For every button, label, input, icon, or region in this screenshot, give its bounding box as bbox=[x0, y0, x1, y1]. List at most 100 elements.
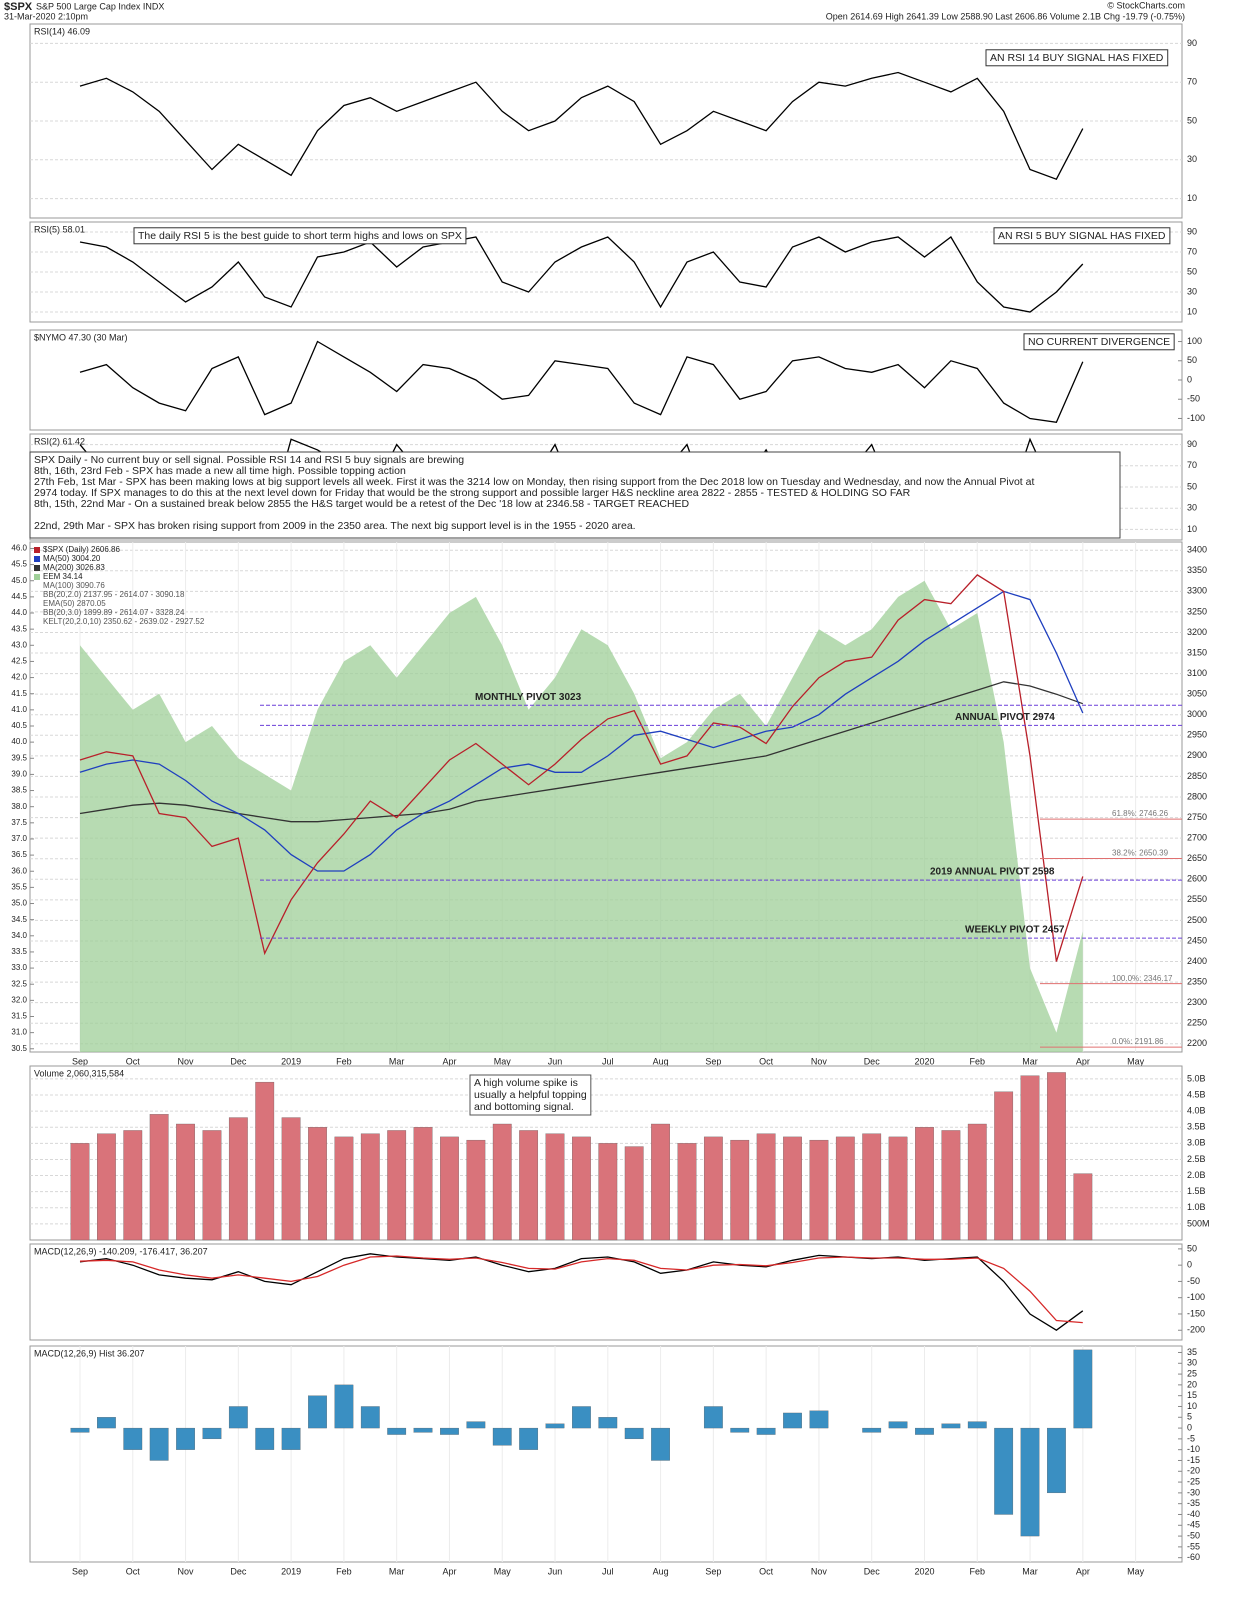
x-tick-label: Oct bbox=[759, 1056, 774, 1066]
y-tick-label: 2950 bbox=[1187, 730, 1207, 740]
legend-swatch bbox=[34, 565, 40, 571]
bar bbox=[756, 1133, 776, 1241]
y2-tick-label: 43.5 bbox=[11, 624, 27, 633]
x-tick-label: Sep bbox=[72, 1056, 88, 1066]
y-tick-label: 2800 bbox=[1187, 791, 1207, 801]
bar bbox=[730, 1427, 750, 1433]
bar bbox=[545, 1423, 565, 1429]
y-tick-label: 0 bbox=[1187, 374, 1192, 384]
annotation: and bottoming signal. bbox=[474, 1101, 574, 1113]
y2-tick-label: 35.5 bbox=[11, 882, 27, 891]
y-tick-label: 2600 bbox=[1187, 874, 1207, 884]
y-tick-label: -50 bbox=[1187, 394, 1200, 404]
bar bbox=[888, 1136, 908, 1241]
y-tick-label: 3250 bbox=[1187, 606, 1207, 616]
y-tick-label: -10 bbox=[1187, 1444, 1200, 1454]
bar bbox=[862, 1133, 882, 1241]
x-tick-label: 2019 bbox=[281, 1056, 301, 1066]
annotation-box bbox=[985, 49, 1169, 67]
y-tick-label: 50 bbox=[1187, 355, 1197, 365]
bar bbox=[941, 1423, 961, 1429]
y2-tick-label: 38.0 bbox=[11, 802, 27, 811]
y-tick-label: 2500 bbox=[1187, 915, 1207, 925]
y-tick-label: 1.0B bbox=[1187, 1202, 1206, 1212]
bar bbox=[703, 1406, 723, 1429]
panel-label: RSI(14) 46.09 bbox=[34, 26, 90, 36]
bar bbox=[545, 1133, 565, 1241]
bar bbox=[466, 1421, 486, 1429]
line bbox=[79, 71, 1084, 181]
symbol-name: S&P 500 Large Cap Index INDX bbox=[36, 1, 164, 11]
annotation-box bbox=[993, 227, 1171, 245]
y-tick-label: -15 bbox=[1187, 1455, 1200, 1465]
legend-label: EEM 34.14 bbox=[43, 572, 83, 581]
x-tick-label: Jul bbox=[602, 1056, 614, 1066]
legend-label: MA(50) 3004.20 bbox=[43, 554, 101, 563]
annotation: NO CURRENT DIVERGENCE bbox=[1028, 336, 1170, 348]
y-tick-label: 3000 bbox=[1187, 709, 1207, 719]
y-tick-label: 50 bbox=[1187, 481, 1197, 491]
x-tick-label: 2019 bbox=[281, 1566, 301, 1576]
y-tick-label: -60 bbox=[1187, 1552, 1200, 1562]
y-tick-label: -50 bbox=[1187, 1530, 1200, 1540]
y2-tick-label: 34.5 bbox=[11, 915, 27, 924]
bar bbox=[308, 1127, 327, 1241]
y2-tick-label: 43.0 bbox=[11, 640, 27, 649]
y-tick-label: 2650 bbox=[1187, 853, 1207, 863]
bar bbox=[809, 1410, 829, 1429]
y-tick-label: 90 bbox=[1187, 38, 1197, 48]
y2-tick-label: 30.5 bbox=[11, 1044, 27, 1053]
bar bbox=[97, 1133, 116, 1241]
x-tick-label: Nov bbox=[811, 1056, 828, 1066]
line bbox=[79, 681, 1084, 823]
bar bbox=[149, 1427, 169, 1461]
bar bbox=[149, 1114, 169, 1241]
notes-box bbox=[29, 451, 1121, 539]
bar bbox=[334, 1384, 354, 1429]
bar bbox=[1047, 1427, 1066, 1494]
y2-tick-label: 34.0 bbox=[11, 931, 27, 940]
y2-tick-label: 40.5 bbox=[11, 721, 27, 730]
bar bbox=[809, 1139, 829, 1241]
y-tick-label: -100 bbox=[1187, 1292, 1205, 1302]
y-tick-label: -100 bbox=[1187, 413, 1205, 423]
y-tick-label: 3150 bbox=[1187, 647, 1207, 657]
y2-tick-label: 36.0 bbox=[11, 866, 27, 875]
y-tick-label: 100 bbox=[1187, 336, 1202, 346]
panel-label: RSI(2) 61.42 bbox=[34, 436, 85, 446]
bar bbox=[492, 1427, 512, 1446]
bar bbox=[1047, 1072, 1066, 1241]
y-tick-label: 10 bbox=[1187, 306, 1197, 316]
y-tick-label: 2300 bbox=[1187, 997, 1207, 1007]
bar bbox=[915, 1427, 934, 1435]
y-tick-label: 2850 bbox=[1187, 771, 1207, 781]
y-tick-label: 2550 bbox=[1187, 894, 1207, 904]
y-tick-label: 3400 bbox=[1187, 545, 1207, 555]
bar bbox=[915, 1127, 934, 1241]
y-tick-label: 500M bbox=[1187, 1218, 1210, 1228]
x-tick-label: Apr bbox=[442, 1056, 456, 1066]
bar bbox=[519, 1130, 539, 1241]
y-tick-label: 3200 bbox=[1187, 627, 1207, 637]
bar bbox=[572, 1406, 591, 1429]
y-tick-label: 2400 bbox=[1187, 956, 1207, 966]
y-tick-label: -30 bbox=[1187, 1487, 1200, 1497]
y-tick-label: 5 bbox=[1187, 1412, 1192, 1422]
legend-swatch bbox=[34, 574, 40, 580]
y-tick-label: 3300 bbox=[1187, 586, 1207, 596]
legend-label: MA(200) 3026.83 bbox=[43, 563, 105, 572]
y-tick-label: 30 bbox=[1187, 1358, 1197, 1368]
bar bbox=[624, 1427, 644, 1440]
y2-tick-label: 31.0 bbox=[11, 1028, 27, 1037]
y-tick-label: 2900 bbox=[1187, 750, 1207, 760]
y-tick-label: 0 bbox=[1187, 1422, 1192, 1432]
bar bbox=[1020, 1075, 1040, 1241]
x-tick-label: Nov bbox=[178, 1056, 195, 1066]
bar bbox=[228, 1406, 248, 1429]
y-tick-label: 4.0B bbox=[1187, 1105, 1206, 1115]
bar bbox=[70, 1427, 90, 1433]
fib-label: 0.0%: 2191.86 bbox=[1112, 1037, 1164, 1046]
y-tick-label: 50 bbox=[1187, 115, 1197, 125]
annotation-box bbox=[469, 1074, 592, 1116]
